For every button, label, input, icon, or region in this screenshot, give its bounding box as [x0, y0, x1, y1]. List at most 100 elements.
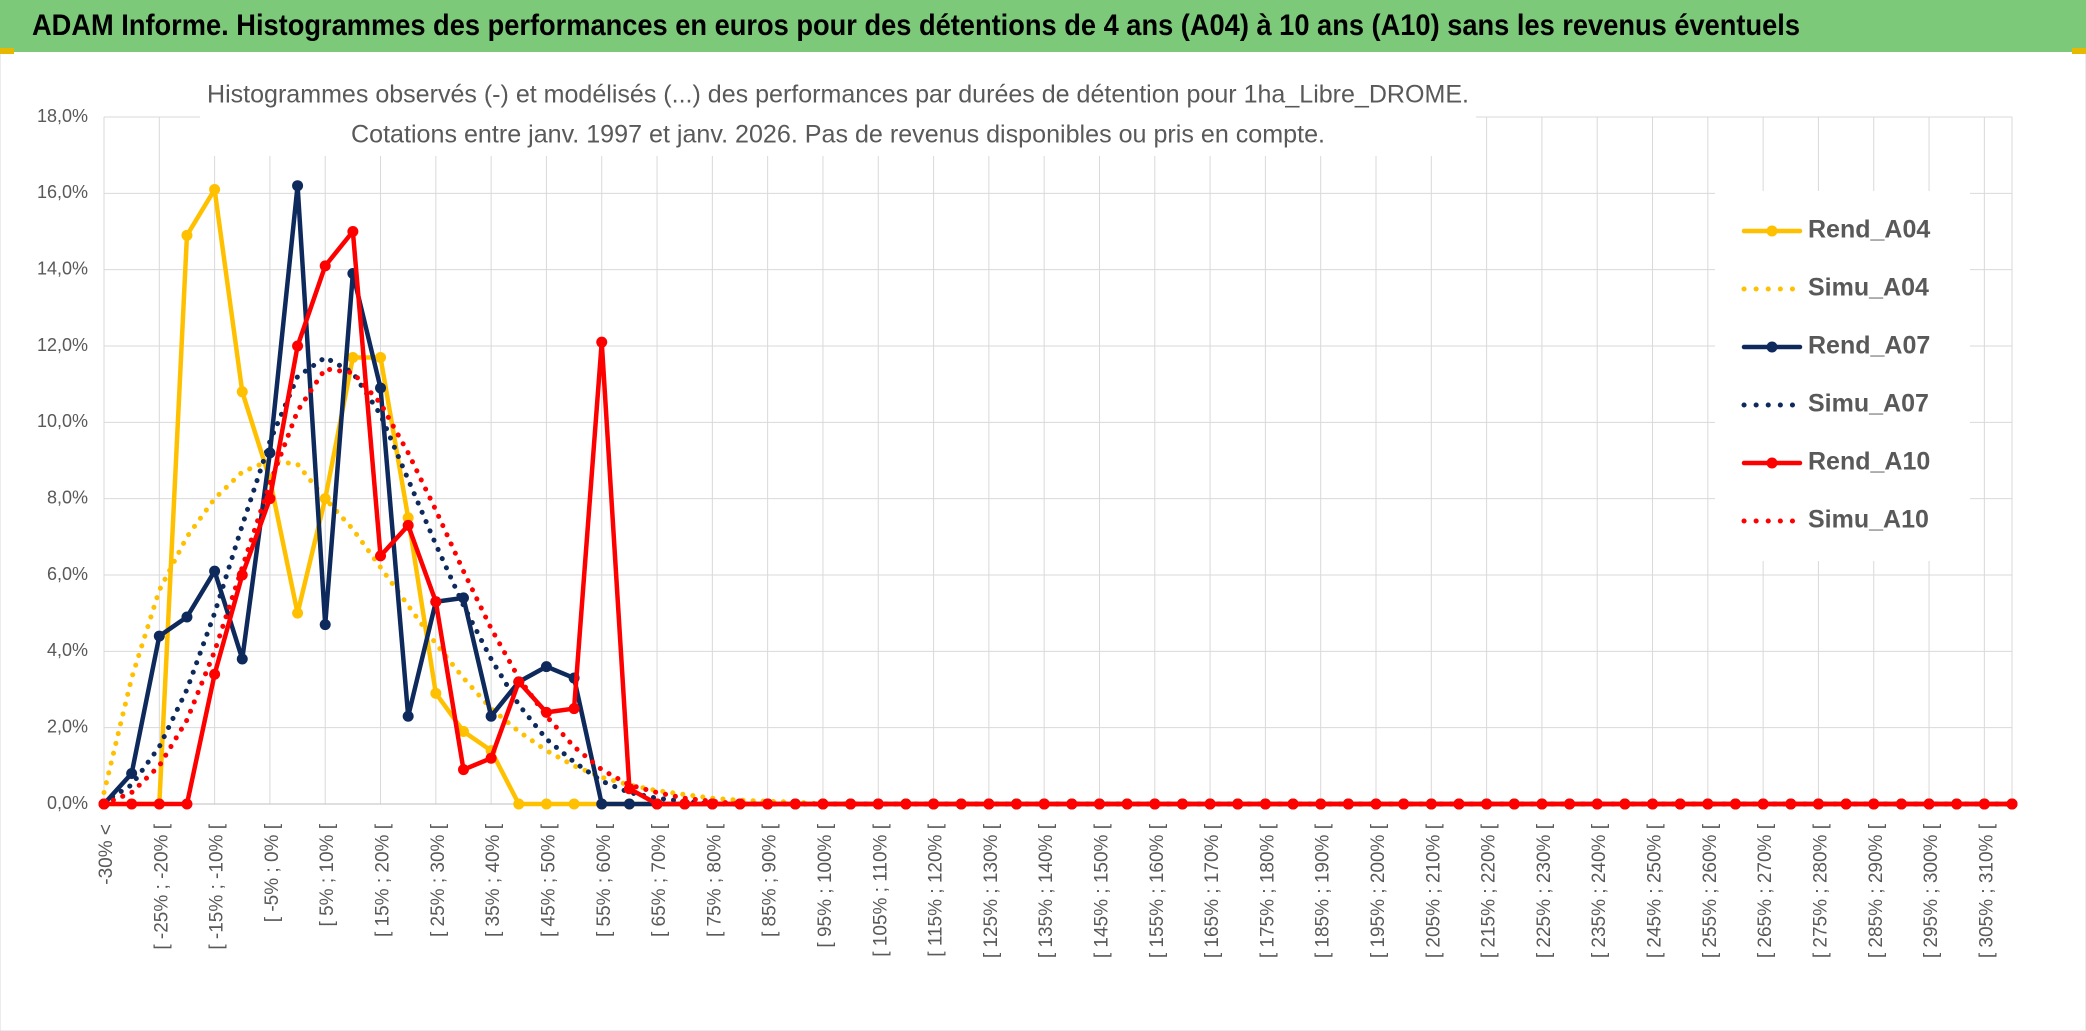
marker	[845, 798, 857, 810]
x-tick-label: [ 75% ; 80% [	[704, 823, 725, 937]
y-tick-label: 16,0%	[37, 182, 88, 202]
banner: ADAM Informe. Histogrammes des performan…	[32, 9, 1800, 42]
y-tick-label: 8,0%	[47, 487, 88, 507]
x-tick-label: [ 285% ; 290% [	[1866, 823, 1887, 958]
marker	[651, 798, 663, 810]
marker	[596, 798, 608, 810]
marker	[319, 260, 331, 272]
marker	[457, 725, 469, 737]
marker	[402, 710, 414, 722]
marker	[734, 798, 746, 810]
marker	[375, 351, 387, 363]
legend-marker	[1766, 225, 1778, 237]
x-tick-label: [ 25% ; 30% [	[428, 823, 449, 937]
corner	[2072, 48, 2086, 54]
legend-label: Rend_A10	[1808, 448, 1930, 476]
marker	[1785, 798, 1797, 810]
marker	[928, 798, 940, 810]
x-tick-label: [ 265% ; 270% [	[1755, 823, 1776, 958]
x-tick-label: [ 275% ; 280% [	[1810, 823, 1831, 958]
marker	[292, 340, 304, 352]
marker	[540, 661, 552, 673]
marker	[402, 512, 414, 524]
y-tick-label: 18,0%	[37, 106, 88, 126]
marker	[153, 798, 165, 810]
x-tick-label: [ 55% ; 60% [	[594, 823, 615, 937]
marker	[181, 798, 193, 810]
x-tick-label: [ 235% ; 240% [	[1589, 823, 1610, 958]
x-tick-label: [ 125% ; 130% [	[981, 823, 1002, 958]
legend-bg	[1715, 191, 1970, 561]
marker	[375, 550, 387, 562]
x-tick-label: [ 95% ; 100% [	[815, 823, 836, 947]
x-tick-label: -30% <	[96, 824, 117, 885]
marker	[1868, 798, 1880, 810]
x-tick-label: [ 35% ; 40% [	[483, 823, 504, 937]
marker	[1038, 798, 1050, 810]
marker	[181, 229, 193, 241]
marker	[209, 184, 221, 196]
x-tick-label: [ 165% ; 170% [	[1202, 823, 1223, 958]
x-tick-label: [ 45% ; 50% [	[538, 823, 559, 937]
marker	[209, 668, 221, 680]
marker	[319, 619, 331, 631]
marker	[679, 798, 691, 810]
marker	[485, 710, 497, 722]
marker	[955, 798, 967, 810]
legend-label: Simu_A10	[1808, 506, 1929, 534]
legend-label: Simu_A04	[1808, 274, 1929, 302]
marker	[568, 703, 580, 715]
marker	[1342, 798, 1354, 810]
x-tick-label: [ -15% ; -10% [	[207, 823, 228, 949]
marker	[236, 653, 248, 665]
marker	[1978, 798, 1990, 810]
marker	[1176, 798, 1188, 810]
marker	[485, 752, 497, 764]
y-tick-label: 2,0%	[47, 716, 88, 736]
x-tick-label: [ 135% ; 140% [	[1036, 823, 1057, 958]
marker	[2006, 798, 2018, 810]
marker	[292, 607, 304, 619]
marker	[347, 226, 359, 237]
marker	[1453, 798, 1465, 810]
marker	[1259, 798, 1271, 810]
marker	[264, 493, 276, 505]
legend-label: Rend_A07	[1808, 332, 1930, 360]
x-tick-label: [ 145% ; 150% [	[1091, 823, 1112, 958]
y-tick-label: 4,0%	[47, 640, 88, 660]
marker	[1895, 798, 1907, 810]
legend-label: Simu_A07	[1808, 390, 1929, 418]
x-tick-label: [ 215% ; 220% [	[1479, 823, 1500, 958]
marker	[430, 687, 442, 699]
x-tick-label: [ 225% ; 230% [	[1534, 823, 1555, 958]
y-tick-label: 6,0%	[47, 564, 88, 584]
x-tick-label: [ 295% ; 300% [	[1921, 823, 1942, 958]
series-line	[101, 366, 2015, 807]
marker	[181, 611, 193, 623]
x-tick-label: [ 105% ; 110% [	[870, 823, 891, 956]
x-tick-label: [ 205% ; 210% [	[1423, 823, 1444, 958]
x-tick-label: [ 245% ; 250% [	[1645, 823, 1666, 958]
marker	[596, 336, 608, 348]
marker	[1066, 798, 1078, 810]
x-tick-label: [ 255% ; 260% [	[1700, 823, 1721, 958]
marker	[430, 596, 442, 608]
corner	[0, 48, 14, 54]
marker	[623, 783, 635, 795]
marker	[1370, 798, 1382, 810]
marker	[513, 798, 525, 810]
marker	[1232, 798, 1244, 810]
y-tick-label: 12,0%	[37, 335, 88, 355]
x-tick-label: [ -5% ; 0% [	[262, 823, 283, 922]
marker	[1481, 798, 1493, 810]
marker	[347, 351, 359, 363]
marker	[153, 630, 165, 642]
marker	[817, 798, 829, 810]
x-tick-label: [ 155% ; 160% [	[1147, 823, 1168, 958]
banner-bg	[0, 0, 2086, 52]
x-tick-label: [ -25% ; -20% [	[151, 823, 172, 949]
x-tick-label: [ 5% ; 10% [	[317, 823, 338, 926]
marker	[1702, 798, 1714, 810]
